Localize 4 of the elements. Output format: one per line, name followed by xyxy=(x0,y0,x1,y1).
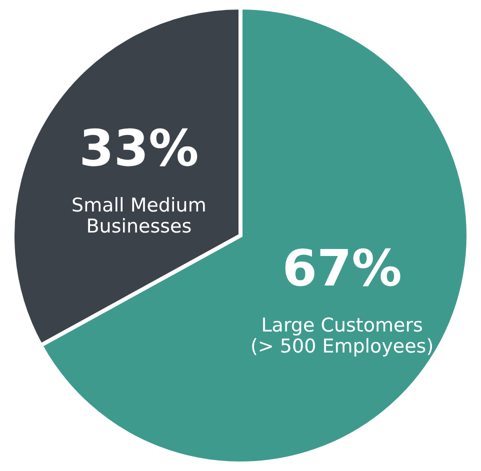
data-label: 67% xyxy=(282,240,402,298)
slice-label: Large Customers (> 500 Employees) xyxy=(250,314,434,358)
slice-label: Small Medium Businesses xyxy=(72,194,206,238)
data-label: 33% xyxy=(79,119,199,178)
